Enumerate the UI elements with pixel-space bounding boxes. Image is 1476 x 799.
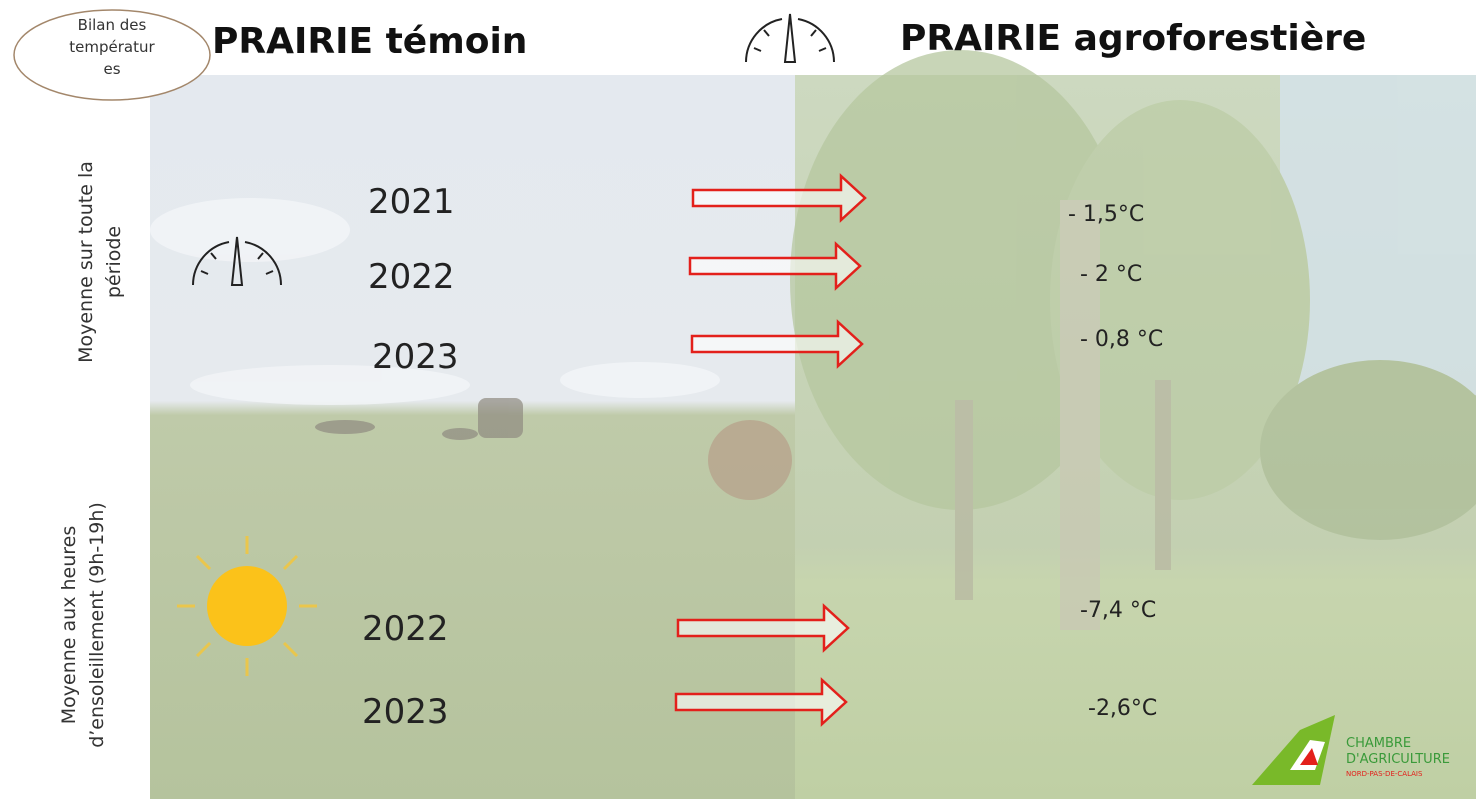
logo-text: NORD-PAS-DE-CALAIS: [1346, 770, 1423, 778]
slide: Bilan des températur es PRAIRIE témoin P…: [0, 0, 1476, 799]
badge-text: es: [103, 60, 120, 78]
logo-text: CHAMBRE: [1346, 736, 1411, 751]
section-label: Moyenne aux heures: [58, 526, 80, 725]
temperature-difference: - 1,5°C: [1068, 202, 1144, 227]
badge-text: températur: [69, 38, 155, 56]
year: 2021: [368, 182, 455, 222]
temperature-difference: -2,6°C: [1088, 696, 1157, 721]
logo-text: D'AGRICULTURE: [1346, 752, 1450, 767]
gauge-icon: [746, 14, 834, 62]
year: 2023: [372, 337, 459, 377]
temperature-difference: - 0,8 °C: [1080, 327, 1163, 352]
temperature-difference: - 2 °C: [1080, 262, 1142, 287]
year: 2022: [368, 257, 455, 297]
section-label: d’ensoleillement (9h-19h): [86, 502, 108, 748]
year: 2022: [362, 609, 449, 649]
badge-text: Bilan des: [78, 16, 147, 34]
right-title: PRAIRIE agroforestière: [900, 18, 1366, 59]
year: 2023: [362, 692, 449, 732]
section-label: période: [103, 226, 125, 298]
temperature-difference: -7,4 °C: [1080, 598, 1156, 623]
section-label: Moyenne sur toute la: [75, 161, 97, 363]
left-title: PRAIRIE témoin: [212, 21, 527, 62]
